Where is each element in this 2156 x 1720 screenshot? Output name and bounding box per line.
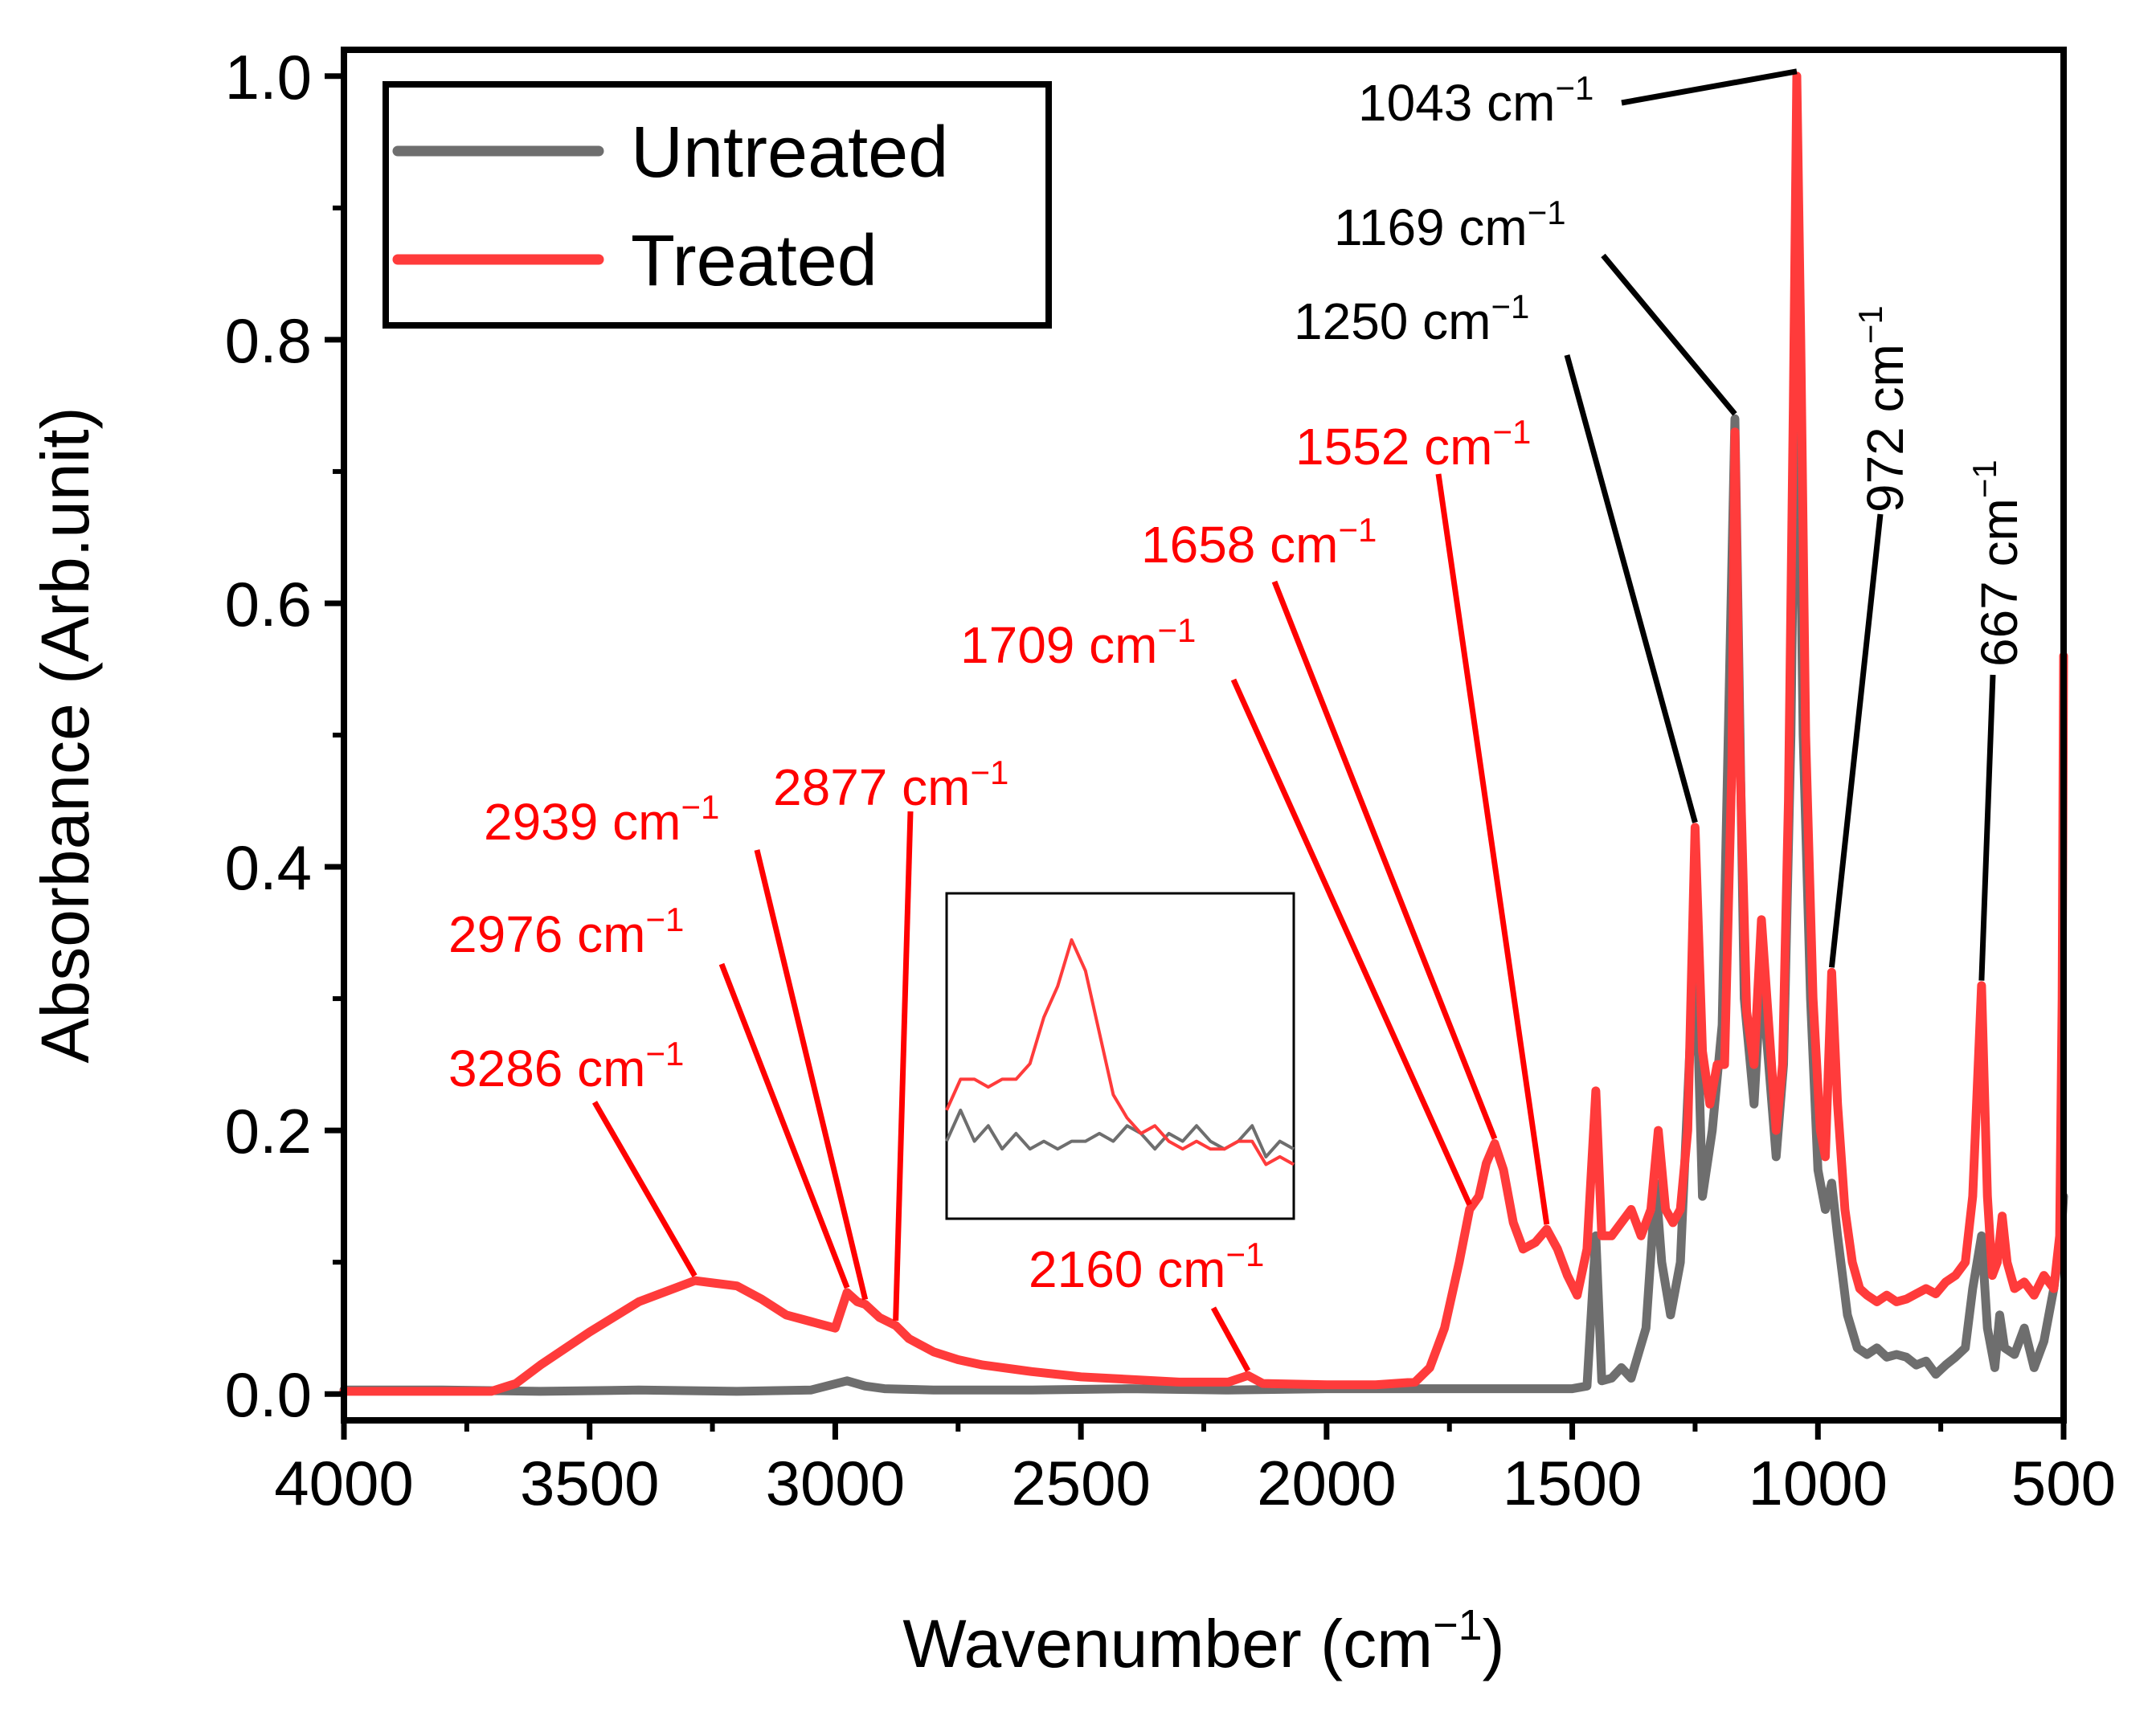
x-tick-label: 4000 (274, 1448, 414, 1518)
peak-2939-label-text: 2939 cm (484, 793, 681, 851)
inset-panel (945, 892, 1295, 1220)
y-tick-label: 1.0 (225, 42, 312, 112)
axis-layer: 4000 3500 3000 2500 2000 1500 1000 500 0.0 0.2 0.4… (225, 42, 2117, 1518)
peak-667-label-sup: −1 (1966, 460, 2003, 498)
peak-1658-label: 1658 cm−1 (1141, 511, 1377, 574)
x-axis-label: Wavenumber (cm−1) (902, 1601, 1504, 1681)
series-line-treated (339, 71, 2068, 1396)
series-layer (339, 71, 2068, 1396)
peak-1043-label: 1043 cm−1 (1358, 69, 1593, 132)
peak-667-label: 667 cm−1 (1966, 460, 2028, 667)
peak-1169-leader (1601, 253, 1737, 416)
peak-1658-label-text: 1658 cm (1141, 516, 1338, 574)
y-tick-label: 0.6 (225, 569, 312, 639)
peak-2939-leader (754, 849, 869, 1301)
peak-1250-label-text: 1250 cm (1294, 292, 1491, 350)
peak-2877-label-sup: −1 (970, 754, 1008, 791)
peak-3286-label-text: 3286 cm (448, 1040, 645, 1097)
peak-2160-leader (1210, 1306, 1251, 1372)
peak-2160-label: 2160 cm−1 (1029, 1236, 1264, 1298)
peak-2160-label-sup: −1 (1225, 1236, 1264, 1273)
peak-1043-label-text: 1043 cm (1358, 74, 1555, 132)
peak-1658-label-sup: −1 (1338, 511, 1377, 549)
peak-2976-label-text: 2976 cm (448, 905, 645, 963)
x-tick-label: 3000 (766, 1448, 906, 1518)
peak-1043-label-sup: −1 (1555, 69, 1593, 107)
peak-1043-leader (1621, 68, 1798, 106)
peak-2976-label: 2976 cm−1 (448, 901, 684, 963)
peak-972-label: 972 cm−1 (1851, 305, 1914, 513)
peak-2877-label: 2877 cm−1 (773, 754, 1008, 816)
peak-2877-label-text: 2877 cm (773, 758, 970, 816)
x-tick-label: 2500 (1011, 1448, 1151, 1518)
legend-box (383, 81, 1052, 329)
peak-1709-label: 1709 cm−1 (960, 611, 1196, 674)
x-tick-label: 500 (2011, 1448, 2116, 1518)
peak-1169-label-sup: −1 (1528, 194, 1566, 231)
inset-line-treated (945, 938, 1295, 1166)
y-axis-label: Absorbance (Arb.unit) (27, 407, 103, 1063)
peak-3286-label: 3286 cm−1 (448, 1035, 684, 1097)
x-axis-label-sup: −1 (1433, 1601, 1483, 1649)
legend: Untreated Treated (383, 81, 1052, 329)
peak-1709-leader (1230, 678, 1472, 1206)
x-tick-label: 1500 (1503, 1448, 1643, 1518)
peak-1250-leader (1564, 354, 1698, 823)
peak-667-leader (1978, 674, 1996, 981)
peak-1658-leader (1271, 580, 1498, 1140)
peak-2939-label: 2939 cm−1 (484, 788, 719, 851)
peak-2976-label-sup: −1 (645, 901, 684, 938)
peak-2877-leader (893, 811, 914, 1321)
peak-3286-leader (591, 1101, 698, 1277)
peak-972-label-text: 972 cm (1856, 344, 1914, 513)
peak-1169-label: 1169 cm−1 (1334, 194, 1566, 256)
peak-1552-label-text: 1552 cm (1295, 418, 1492, 476)
y-tick-label: 0.0 (225, 1359, 312, 1430)
x-tick-label: 2000 (1257, 1448, 1397, 1518)
peak-972-label-sup: −1 (1851, 305, 1889, 344)
peak-1250-label: 1250 cm−1 (1294, 288, 1529, 350)
peak-1250-label-sup: −1 (1491, 288, 1529, 325)
peak-1552-label-sup: −1 (1492, 413, 1531, 451)
peak-1709-label-text: 1709 cm (960, 616, 1157, 674)
peak-2976-leader (718, 962, 850, 1289)
inset-frame (945, 892, 1295, 1220)
peak-1552-label: 1552 cm−1 (1295, 413, 1531, 476)
y-tick-label: 0.2 (225, 1096, 312, 1166)
peak-972-leader (1828, 513, 1884, 968)
x-tick-label: 3500 (520, 1448, 660, 1518)
legend-label-treated: Treated (631, 221, 878, 301)
peak-1709-label-sup: −1 (1157, 611, 1196, 649)
peak-3286-label-sup: −1 (645, 1035, 684, 1072)
peak-1552-leader (1435, 473, 1550, 1225)
y-tick-label: 0.8 (225, 305, 312, 376)
peak-2939-label-sup: −1 (681, 788, 719, 826)
x-axis-label-tail: ) (1483, 1606, 1505, 1681)
peak-2160-label-text: 2160 cm (1029, 1240, 1225, 1298)
legend-label-untreated: Untreated (631, 112, 948, 193)
y-tick-label: 0.4 (225, 832, 312, 903)
x-axis-label-main: Wavenumber (cm (902, 1606, 1433, 1681)
x-tick-label: 1000 (1749, 1448, 1888, 1518)
peak-667-label-text: 667 cm (1970, 498, 2028, 667)
peak-1169-label-text: 1169 cm (1334, 198, 1528, 256)
